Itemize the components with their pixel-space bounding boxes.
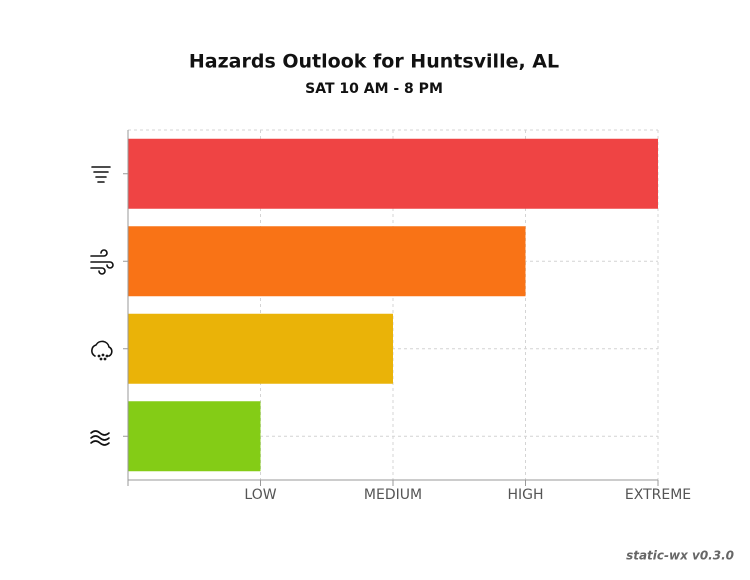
tornado-icon <box>91 166 111 183</box>
x-tick-label: LOW <box>244 487 276 503</box>
bar <box>128 313 393 384</box>
bar <box>128 138 658 209</box>
bar <box>128 226 526 297</box>
bar <box>128 401 261 472</box>
chart-title: Hazards Outlook for Huntsville, AL <box>189 51 559 73</box>
chart-subtitle: SAT 10 AM - 8 PM <box>305 81 443 97</box>
flood-icon <box>90 430 110 446</box>
category-icons <box>90 166 114 446</box>
x-tick-label: MEDIUM <box>364 487 422 503</box>
x-tick-label: EXTREME <box>625 487 691 503</box>
footer: static-wx v0.3.0 <box>626 549 734 563</box>
rain-icon <box>91 340 113 361</box>
x-tick-label: HIGH <box>507 487 543 503</box>
wind-icon <box>90 249 114 275</box>
